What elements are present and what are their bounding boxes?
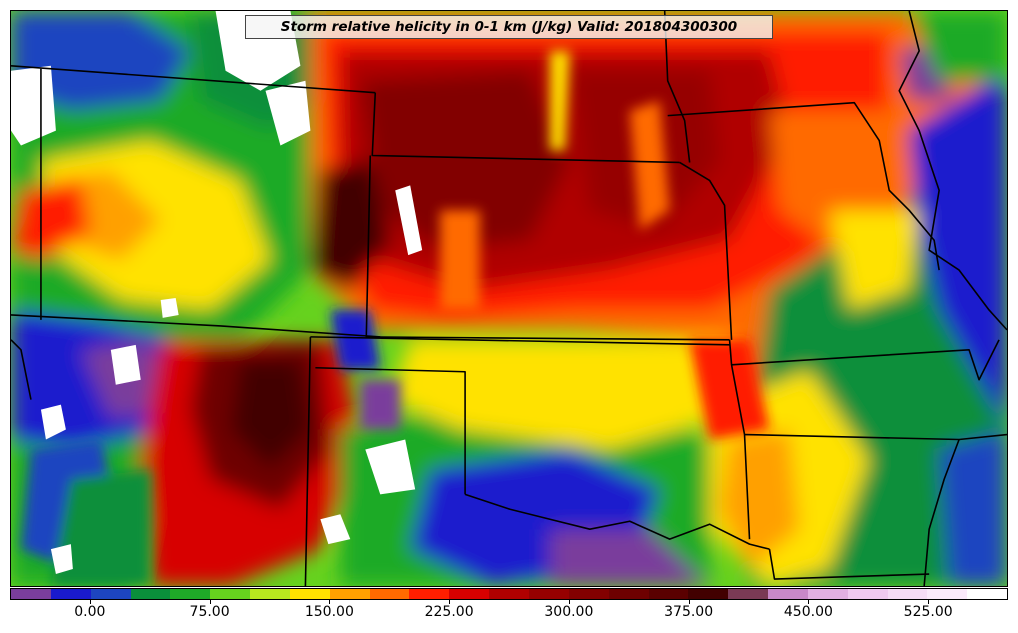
colorbar-tick-mark: [808, 600, 810, 604]
colorbar-segment-18: [728, 589, 769, 599]
map-title: Storm relative helicity in 0-1 km (J/kg)…: [245, 15, 773, 39]
detail-sw-green: [50, 469, 151, 586]
boundary-tx-ar: [768, 548, 930, 580]
colorbar-tick-label: 450.00: [783, 604, 833, 620]
colorbar-segment-20: [807, 589, 848, 599]
state-boundaries: [11, 11, 1007, 586]
colorbar-segment-9: [369, 589, 410, 599]
colorbar-segment-11: [449, 589, 490, 599]
field-ks-yellow: [390, 339, 750, 450]
colorbar-segment-5: [210, 589, 251, 599]
colorbar-tick-mark: [688, 600, 690, 604]
colorbar-tick-label: 225.00: [424, 604, 474, 620]
missing-data: [11, 11, 423, 575]
field-east-blue-2: [939, 429, 1007, 586]
colorbar-segment-23: [927, 589, 968, 599]
boundary-colorado-nebraska: [371, 92, 680, 164]
colorbar-segment-6: [250, 589, 290, 599]
missing-sw-1: [40, 404, 66, 440]
boundary-ks-mo: [728, 339, 751, 540]
colorbar-segment-17: [688, 589, 729, 599]
colorbar-segment-0: [11, 589, 51, 599]
boundary-ks-ok: [310, 336, 730, 346]
missing-nw-1: [11, 65, 56, 146]
colorbar-tick-label: 300.00: [544, 604, 594, 620]
field-ne-green: [909, 11, 1007, 81]
missing-nm-2: [320, 514, 351, 545]
colorbar-tick-label: 525.00: [903, 604, 953, 620]
field-east-orange: [719, 429, 800, 570]
colorbar-tick-label: 375.00: [664, 604, 714, 620]
colorbar-segment-10: [409, 589, 450, 599]
detail-streak-2: [629, 100, 670, 231]
missing-frontrange: [395, 185, 423, 256]
boundary-montana-south: [11, 65, 376, 94]
missing-nw-3: [265, 80, 311, 146]
detail-west-blue: [330, 309, 381, 370]
colorbar-tick-mark: [209, 600, 211, 604]
detail-ks-orange: [689, 339, 770, 440]
colorbar-segment-14: [568, 589, 609, 599]
boundary-mo-east: [731, 339, 1000, 381]
boundary-mississippi-river: [898, 11, 1007, 331]
colorbar-tick-label: 75.00: [189, 604, 230, 620]
colorbar-tick-mark: [89, 600, 91, 604]
colorbar-segment-12: [489, 589, 529, 599]
missing-sw-3: [160, 298, 179, 318]
helicity-field-map: [11, 11, 1007, 586]
colorbar: [10, 588, 1008, 600]
colorbar-segment-24: [967, 589, 1008, 599]
field-nw-blue: [11, 11, 191, 111]
colorbar-segment-13: [528, 589, 569, 599]
colorbar-ticks: 0.00 75.00 150.00 225.00 300.00 375.00 450.00 5…: [10, 600, 1008, 630]
field-nm-max: [230, 359, 311, 470]
field-detail: [20, 50, 770, 586]
detail-west-purple: [360, 379, 401, 430]
boundary-west-nv: [11, 339, 32, 400]
boundary-sd-ne: [663, 11, 691, 163]
boundary-wyoming-colorado: [11, 314, 381, 338]
field-ok-purple: [549, 529, 710, 586]
colorbar-segment-1: [50, 589, 91, 599]
missing-sw-2: [110, 344, 141, 385]
colorbar-segment-7: [289, 589, 330, 599]
boundary-lower-mississippi: [923, 439, 960, 586]
boundary-ok-panhandle: [315, 366, 466, 495]
colorbar-segment-8: [329, 589, 370, 599]
colorbar-segment-16: [648, 589, 689, 599]
colorbar-segment-21: [847, 589, 888, 599]
colorbar-segment-4: [170, 589, 211, 599]
missing-sw-4: [50, 544, 73, 575]
colorbar-tick-mark: [329, 600, 331, 604]
colorbar-segment-19: [768, 589, 808, 599]
boundary-ia-mo: [679, 161, 733, 340]
missing-nm-1: [365, 439, 416, 495]
colorbar-tick-label: 0.00: [74, 604, 106, 620]
colorbar-segment-3: [130, 589, 171, 599]
colorbar-segment-22: [887, 589, 928, 599]
boundary-nm-co: [304, 336, 312, 586]
field-iowa-yellow: [829, 210, 920, 310]
colorbar-tick-mark: [568, 600, 570, 604]
colorbar-tick-label: 150.00: [304, 604, 354, 620]
field-layers: [11, 11, 1007, 586]
map-panel: [10, 10, 1008, 587]
field-west-red: [11, 180, 91, 261]
boundary-mn-ia: [667, 101, 940, 271]
detail-streak-1: [549, 50, 570, 151]
boundary-ok-tx-red-river: [464, 493, 770, 550]
colorbar-segment-2: [90, 589, 131, 599]
colorbar-segment-15: [608, 589, 649, 599]
field-east-blue: [909, 70, 1007, 430]
detail-streak-3: [440, 210, 481, 310]
field-frontrange-max: [310, 160, 391, 291]
colorbar-tick-mark: [928, 600, 930, 604]
boundary-nebraska-kansas: [365, 155, 730, 341]
colorbar-tick-mark: [449, 600, 451, 604]
